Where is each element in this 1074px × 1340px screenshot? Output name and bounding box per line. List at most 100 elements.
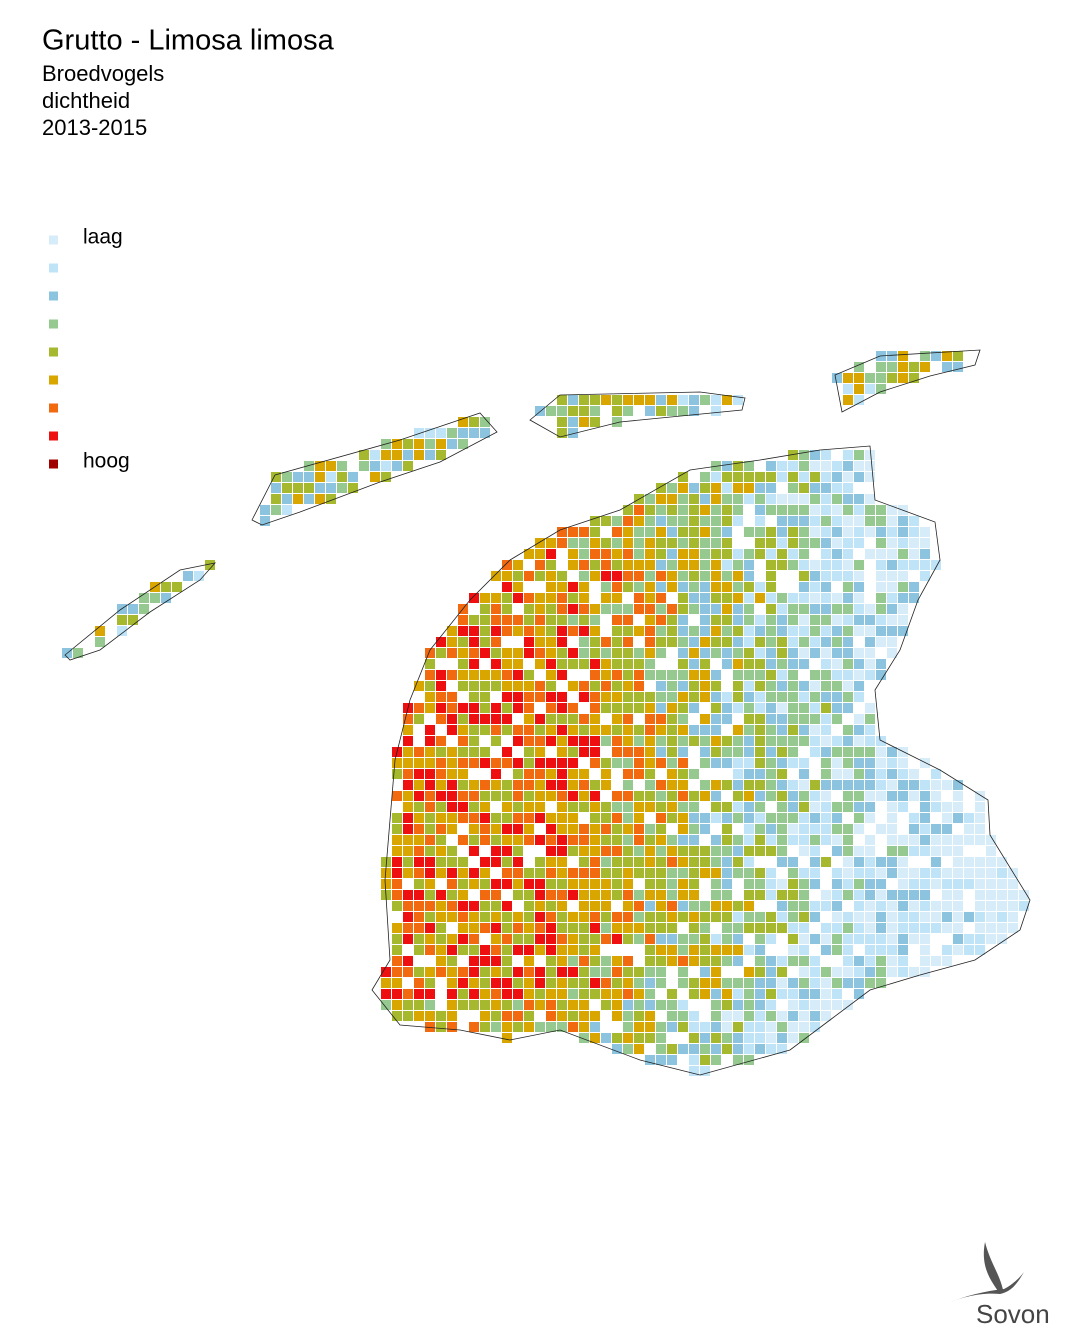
grid-cell (821, 505, 831, 515)
grid-cell (920, 912, 930, 922)
grid-cell (777, 681, 787, 691)
grid-cell (315, 461, 325, 471)
grid-cell (568, 912, 578, 922)
grid-cell (436, 824, 446, 834)
grid-cell (689, 670, 699, 680)
grid-cell (370, 461, 380, 471)
grid-cell (667, 626, 677, 636)
grid-cell (920, 560, 930, 570)
grid-cell (678, 879, 688, 889)
grid-cell (425, 769, 435, 779)
grid-cell (821, 725, 831, 735)
grid-cell (854, 934, 864, 944)
grid-cell (766, 1033, 776, 1043)
grid-cell (832, 604, 842, 614)
grid-cell (986, 923, 996, 933)
grid-cell (656, 857, 666, 867)
grid-cell (898, 747, 908, 757)
grid-cell (436, 637, 446, 647)
grid-cell (623, 901, 633, 911)
grid-cell (887, 934, 897, 944)
grid-cell (656, 1000, 666, 1010)
grid-cell (722, 516, 732, 526)
grid-cell (766, 703, 776, 713)
grid-cell (161, 593, 171, 603)
grid-cell (546, 659, 556, 669)
grid-cell (667, 549, 677, 559)
grid-cell (568, 626, 578, 636)
grid-cell (667, 989, 677, 999)
grid-cell (843, 967, 853, 977)
grid-cell (557, 846, 567, 856)
grid-cell (502, 901, 512, 911)
grid-cell (656, 736, 666, 746)
grid-cell (722, 868, 732, 878)
grid-cell (546, 780, 556, 790)
grid-cell (392, 846, 402, 856)
grid-cell (403, 758, 413, 768)
grid-cell (975, 923, 985, 933)
grid-cell (535, 1022, 545, 1032)
grid-cell (645, 901, 655, 911)
grid-cell (403, 890, 413, 900)
grid-cell (832, 769, 842, 779)
grid-cell (689, 494, 699, 504)
grid-cell (821, 923, 831, 933)
grid-cell (469, 670, 479, 680)
grid-cell (766, 846, 776, 856)
grid-cell (535, 747, 545, 757)
grid-cell (766, 824, 776, 834)
grid-cell (612, 879, 622, 889)
grid-cell (458, 736, 468, 746)
grid-cell (788, 890, 798, 900)
grid-cell (777, 901, 787, 911)
grid-cell (425, 813, 435, 823)
grid-cell (689, 1033, 699, 1043)
grid-cell (832, 659, 842, 669)
grid-cell (788, 648, 798, 658)
grid-cell (887, 802, 897, 812)
grid-cell (535, 802, 545, 812)
grid-cell (590, 901, 600, 911)
grid-cell (403, 1000, 413, 1010)
grid-cell (711, 835, 721, 845)
grid-cell (810, 472, 820, 482)
grid-cell (667, 483, 677, 493)
grid-cell (623, 637, 633, 647)
grid-cell (568, 835, 578, 845)
grid-cell (711, 1044, 721, 1054)
grid-cell (282, 472, 292, 482)
grid-cell (667, 494, 677, 504)
grid-cell (612, 725, 622, 735)
grid-cell (909, 538, 919, 548)
grid-cell (854, 681, 864, 691)
grid-cell (700, 868, 710, 878)
grid-cell (678, 824, 688, 834)
grid-cell (656, 791, 666, 801)
grid-cell (865, 615, 875, 625)
grid-cell (909, 769, 919, 779)
grid-cell (854, 527, 864, 537)
grid-cell (601, 923, 611, 933)
grid-cell (645, 637, 655, 647)
grid-cell (854, 824, 864, 834)
grid-cell (403, 868, 413, 878)
grid-cell (843, 791, 853, 801)
grid-cell (942, 945, 952, 955)
grid-cell (447, 626, 457, 636)
grid-cell (931, 923, 941, 933)
grid-cell (700, 978, 710, 988)
grid-cell (711, 703, 721, 713)
grid-cell (469, 802, 479, 812)
subtitle: Broedvogels (42, 61, 164, 86)
grid-cell (898, 846, 908, 856)
legend-swatch (49, 431, 58, 441)
grid-cell (667, 912, 677, 922)
grid-cell (623, 747, 633, 757)
grid-cell (678, 714, 688, 724)
grid-cell (117, 615, 127, 625)
grid-cell (392, 967, 402, 977)
grid-cell (777, 1044, 787, 1054)
grid-cell (513, 923, 523, 933)
